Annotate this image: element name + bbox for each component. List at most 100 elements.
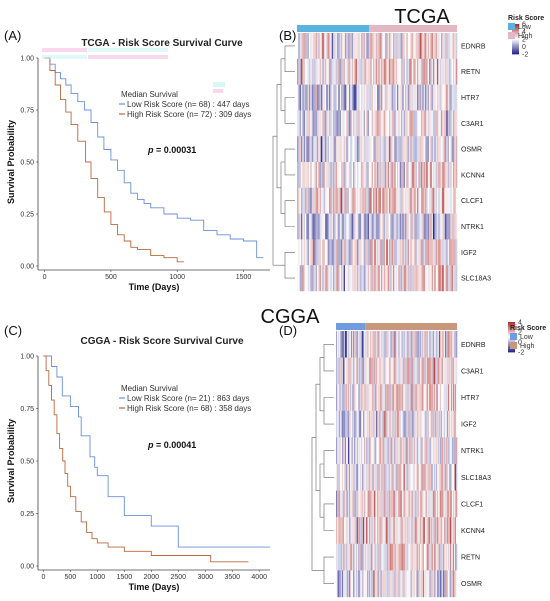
- heatmap-cell: [341, 239, 343, 266]
- heatmap-cell: [303, 58, 306, 85]
- heatmap-cell: [439, 239, 442, 266]
- heatmap-cell: [373, 357, 375, 385]
- heatmap-cell: [383, 331, 385, 358]
- heatmap-cell: [342, 410, 344, 438]
- heatmap-cell: [449, 517, 452, 544]
- heatmap-cell: [336, 357, 338, 385]
- heatmap-cell: [453, 213, 455, 240]
- heatmap-cell: [413, 331, 415, 358]
- heatmap-cell: [419, 213, 422, 240]
- heatmap-cell: [399, 437, 401, 465]
- heatmap-cell: [435, 84, 438, 111]
- heatmap-cell: [377, 384, 379, 411]
- heatmap-cell: [431, 517, 434, 544]
- heatmap-cell: [446, 162, 448, 188]
- heatmap-cell: [373, 384, 375, 411]
- heatmap-cell: [338, 384, 340, 411]
- heatmap-cell: [345, 570, 347, 598]
- heatmap-cell: [372, 410, 374, 438]
- heatmap-cell: [404, 384, 406, 411]
- heatmap-cell: [361, 517, 363, 544]
- heatmap-cell: [322, 136, 324, 163]
- heatmap-cell: [362, 213, 364, 240]
- heatmap-cell: [377, 187, 379, 214]
- heatmap-cell: [387, 357, 389, 385]
- censor-band: [213, 89, 223, 93]
- heatmap-cell: [350, 265, 352, 292]
- heatmap-cell: [344, 331, 346, 358]
- heatmap-cell: [410, 84, 412, 111]
- heatmap-cell: [426, 543, 429, 571]
- heatmap-cell: [327, 265, 330, 292]
- gene-label: KCNN4: [461, 528, 485, 535]
- heatmap-cell: [381, 410, 383, 438]
- heatmap-cell: [391, 543, 393, 571]
- heatmap-cell: [394, 213, 396, 240]
- heatmap-cell: [445, 437, 448, 465]
- x-axis-label: Time (Days): [129, 582, 180, 592]
- heatmap-cell: [412, 464, 414, 491]
- heatmap-cell: [430, 384, 433, 411]
- heatmap-cell: [402, 490, 404, 518]
- heatmap-cell: [371, 384, 373, 411]
- heatmap-cell: [385, 162, 387, 188]
- heatmap-cell: [395, 213, 398, 240]
- heatmap-cell: [424, 357, 427, 385]
- tcga-heatmap: EDNRBRETNHTR7C3AR1OSMRKCNN4CLCF1NTRK1IGF…: [272, 15, 544, 292]
- heatmap-cell: [398, 331, 400, 358]
- heatmap-cell: [438, 213, 440, 240]
- heatmap-cell: [403, 187, 406, 214]
- heatmap-cell: [387, 110, 390, 137]
- heatmap-cell: [421, 384, 424, 411]
- heatmap-cell: [345, 543, 347, 571]
- heatmap-cell: [331, 58, 334, 85]
- heatmap-cell: [443, 136, 446, 163]
- heatmap-cell: [414, 136, 416, 163]
- heatmap-cell: [378, 410, 380, 438]
- heatmap-cell: [385, 464, 387, 491]
- heatmap-cell: [438, 517, 441, 544]
- heatmap-cell: [338, 265, 340, 292]
- heatmap-cell: [398, 517, 400, 544]
- heatmap-cell: [417, 239, 419, 266]
- scale-tick-label: -2: [522, 52, 528, 59]
- heatmap-cell: [334, 33, 336, 59]
- heatmap-row-ntrk1: [297, 213, 458, 240]
- heatmap-cell: [409, 58, 411, 85]
- heatmap-cell: [373, 136, 375, 163]
- heatmap-cell: [313, 136, 315, 163]
- heatmap-cell: [453, 84, 455, 111]
- risk-legend-title: Risk Score: [508, 15, 544, 22]
- heatmap-cell: [447, 136, 450, 163]
- heatmap-cell: [379, 58, 382, 85]
- heatmap-cell: [383, 357, 385, 385]
- heatmap-cell: [445, 84, 447, 111]
- heatmap-cell: [338, 357, 340, 385]
- heatmap-cell: [394, 490, 396, 518]
- heatmap-cell: [311, 58, 314, 85]
- heatmap-cell: [372, 384, 374, 411]
- heatmap-cell: [378, 331, 380, 358]
- heatmap-cell: [410, 384, 412, 411]
- heatmap-cell: [297, 58, 299, 85]
- heatmap-cell: [363, 110, 366, 137]
- scale-step: [512, 45, 519, 47]
- heatmap-cell: [323, 110, 326, 137]
- heatmap-cell: [449, 570, 452, 598]
- heatmap-cell: [367, 33, 370, 59]
- heatmap-cell: [452, 543, 455, 571]
- heatmap-cell: [395, 437, 397, 465]
- heatmap-cell: [323, 265, 326, 292]
- heatmap-cell: [339, 490, 341, 518]
- heatmap-cell: [342, 136, 344, 163]
- heatmap-cell: [338, 331, 340, 358]
- heatmap-cell: [373, 437, 375, 465]
- heatmap-cell: [446, 239, 448, 266]
- heatmap-cell: [309, 33, 311, 59]
- heatmap-cell: [406, 464, 408, 491]
- heatmap-cell: [435, 331, 438, 358]
- heatmap-cell: [377, 570, 379, 598]
- heatmap-cell: [368, 543, 370, 571]
- heatmap-cell: [417, 437, 419, 465]
- heatmap-cell: [347, 84, 350, 111]
